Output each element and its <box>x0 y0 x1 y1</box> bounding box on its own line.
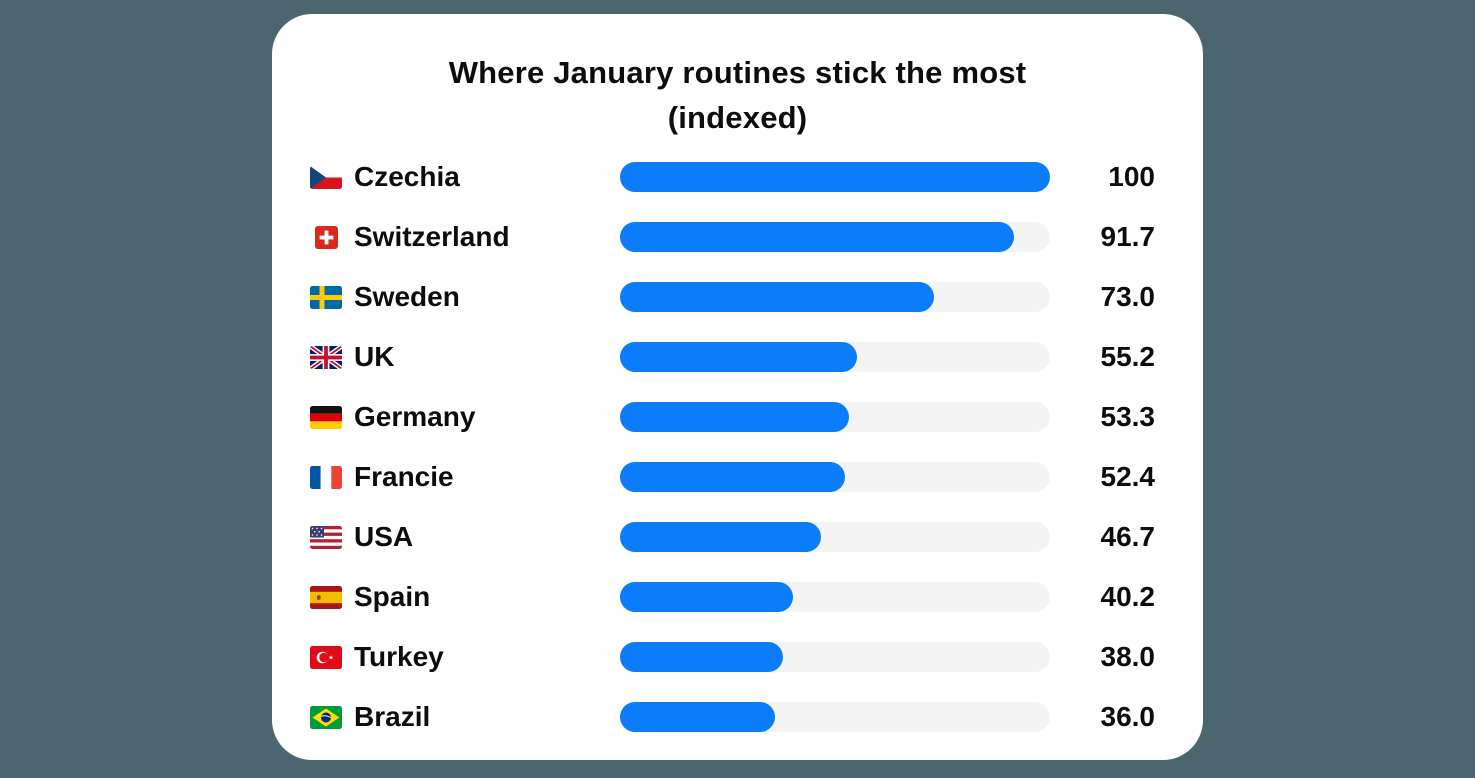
flag-usa-icon <box>310 525 342 549</box>
chart-row: UK 55.2 <box>272 327 1203 387</box>
chart-title-line1: Where January routines stick the most <box>448 55 1027 90</box>
bar-track <box>620 162 1050 192</box>
bar-fill <box>620 642 784 672</box>
bar-fill <box>620 282 934 312</box>
flag-uk-icon <box>310 345 342 369</box>
bar-track <box>620 402 1050 432</box>
country-name: Czechia <box>354 161 460 192</box>
bar-fill <box>620 222 1015 252</box>
country-label-group: Turkey <box>310 641 620 673</box>
chart-row: Sweden 73.0 <box>272 267 1203 327</box>
chart-row: Spain 40.2 <box>272 567 1203 627</box>
value-label: 36.0 <box>1100 701 1156 732</box>
bar-fill <box>620 462 846 492</box>
bar-fill <box>620 342 858 372</box>
flag-turkey-icon <box>310 645 342 669</box>
chart-title: Where January routines stick the most (in… <box>272 14 1203 140</box>
flag-germany-icon <box>310 405 342 429</box>
country-label-group: Germany <box>310 401 620 433</box>
flag-czechia-icon <box>310 165 342 189</box>
country-name: Sweden <box>354 281 460 312</box>
bar-track <box>620 582 1050 612</box>
flag-switzerland-icon <box>310 225 342 249</box>
chart-row: Czechia 100 <box>272 147 1203 207</box>
flag-spain-icon <box>310 585 342 609</box>
bar-track <box>620 282 1050 312</box>
country-name: Francie <box>354 461 454 492</box>
country-name: Spain <box>354 581 431 612</box>
country-label-group: Spain <box>310 581 620 613</box>
country-name: USA <box>354 521 414 552</box>
value-label: 46.7 <box>1100 521 1156 552</box>
country-name: UK <box>354 341 395 372</box>
value-label: 53.3 <box>1100 401 1156 432</box>
flag-france-icon <box>310 465 342 489</box>
chart-row: Germany 53.3 <box>272 387 1203 447</box>
bar-fill <box>620 402 850 432</box>
bar-track <box>620 342 1050 372</box>
chart-row: Brazil 36.0 <box>272 687 1203 747</box>
bar-chart: Czechia 100 Switzerland 91.7 <box>272 147 1203 747</box>
flag-sweden-icon <box>310 285 342 309</box>
value-label: 40.2 <box>1100 581 1156 612</box>
bar-track <box>620 522 1050 552</box>
country-label-group: Sweden <box>310 281 620 313</box>
bar-track <box>620 702 1050 732</box>
country-label-group: Francie <box>310 461 620 493</box>
chart-card: Where January routines stick the most (in… <box>272 14 1203 760</box>
country-name: Brazil <box>354 701 431 732</box>
value-label: 55.2 <box>1100 341 1156 372</box>
country-name: Switzerland <box>354 221 510 252</box>
bar-fill <box>620 162 1050 192</box>
country-label-group: Switzerland <box>310 221 620 253</box>
value-label: 73.0 <box>1100 281 1156 312</box>
bar-fill <box>620 522 821 552</box>
chart-row: Switzerland 91.7 <box>272 207 1203 267</box>
value-label: 52.4 <box>1100 461 1156 492</box>
country-name: Germany <box>354 401 476 432</box>
value-label: 100 <box>1108 161 1155 192</box>
bar-fill <box>620 582 793 612</box>
chart-row: Turkey 38.0 <box>272 627 1203 687</box>
country-label-group: USA <box>310 521 620 553</box>
chart-row: USA 46.7 <box>272 507 1203 567</box>
bar-track <box>620 222 1050 252</box>
bar-track <box>620 642 1050 672</box>
value-label: 91.7 <box>1100 221 1156 252</box>
country-label-group: Czechia <box>310 161 620 193</box>
bar-track <box>620 462 1050 492</box>
bar-fill <box>620 702 775 732</box>
country-name: Turkey <box>354 641 444 672</box>
value-label: 38.0 <box>1100 641 1156 672</box>
chart-row: Francie 52.4 <box>272 447 1203 507</box>
chart-title-line2: (indexed) <box>667 100 808 135</box>
country-label-group: UK <box>310 341 620 373</box>
country-label-group: Brazil <box>310 701 620 733</box>
flag-brazil-icon <box>310 705 342 729</box>
